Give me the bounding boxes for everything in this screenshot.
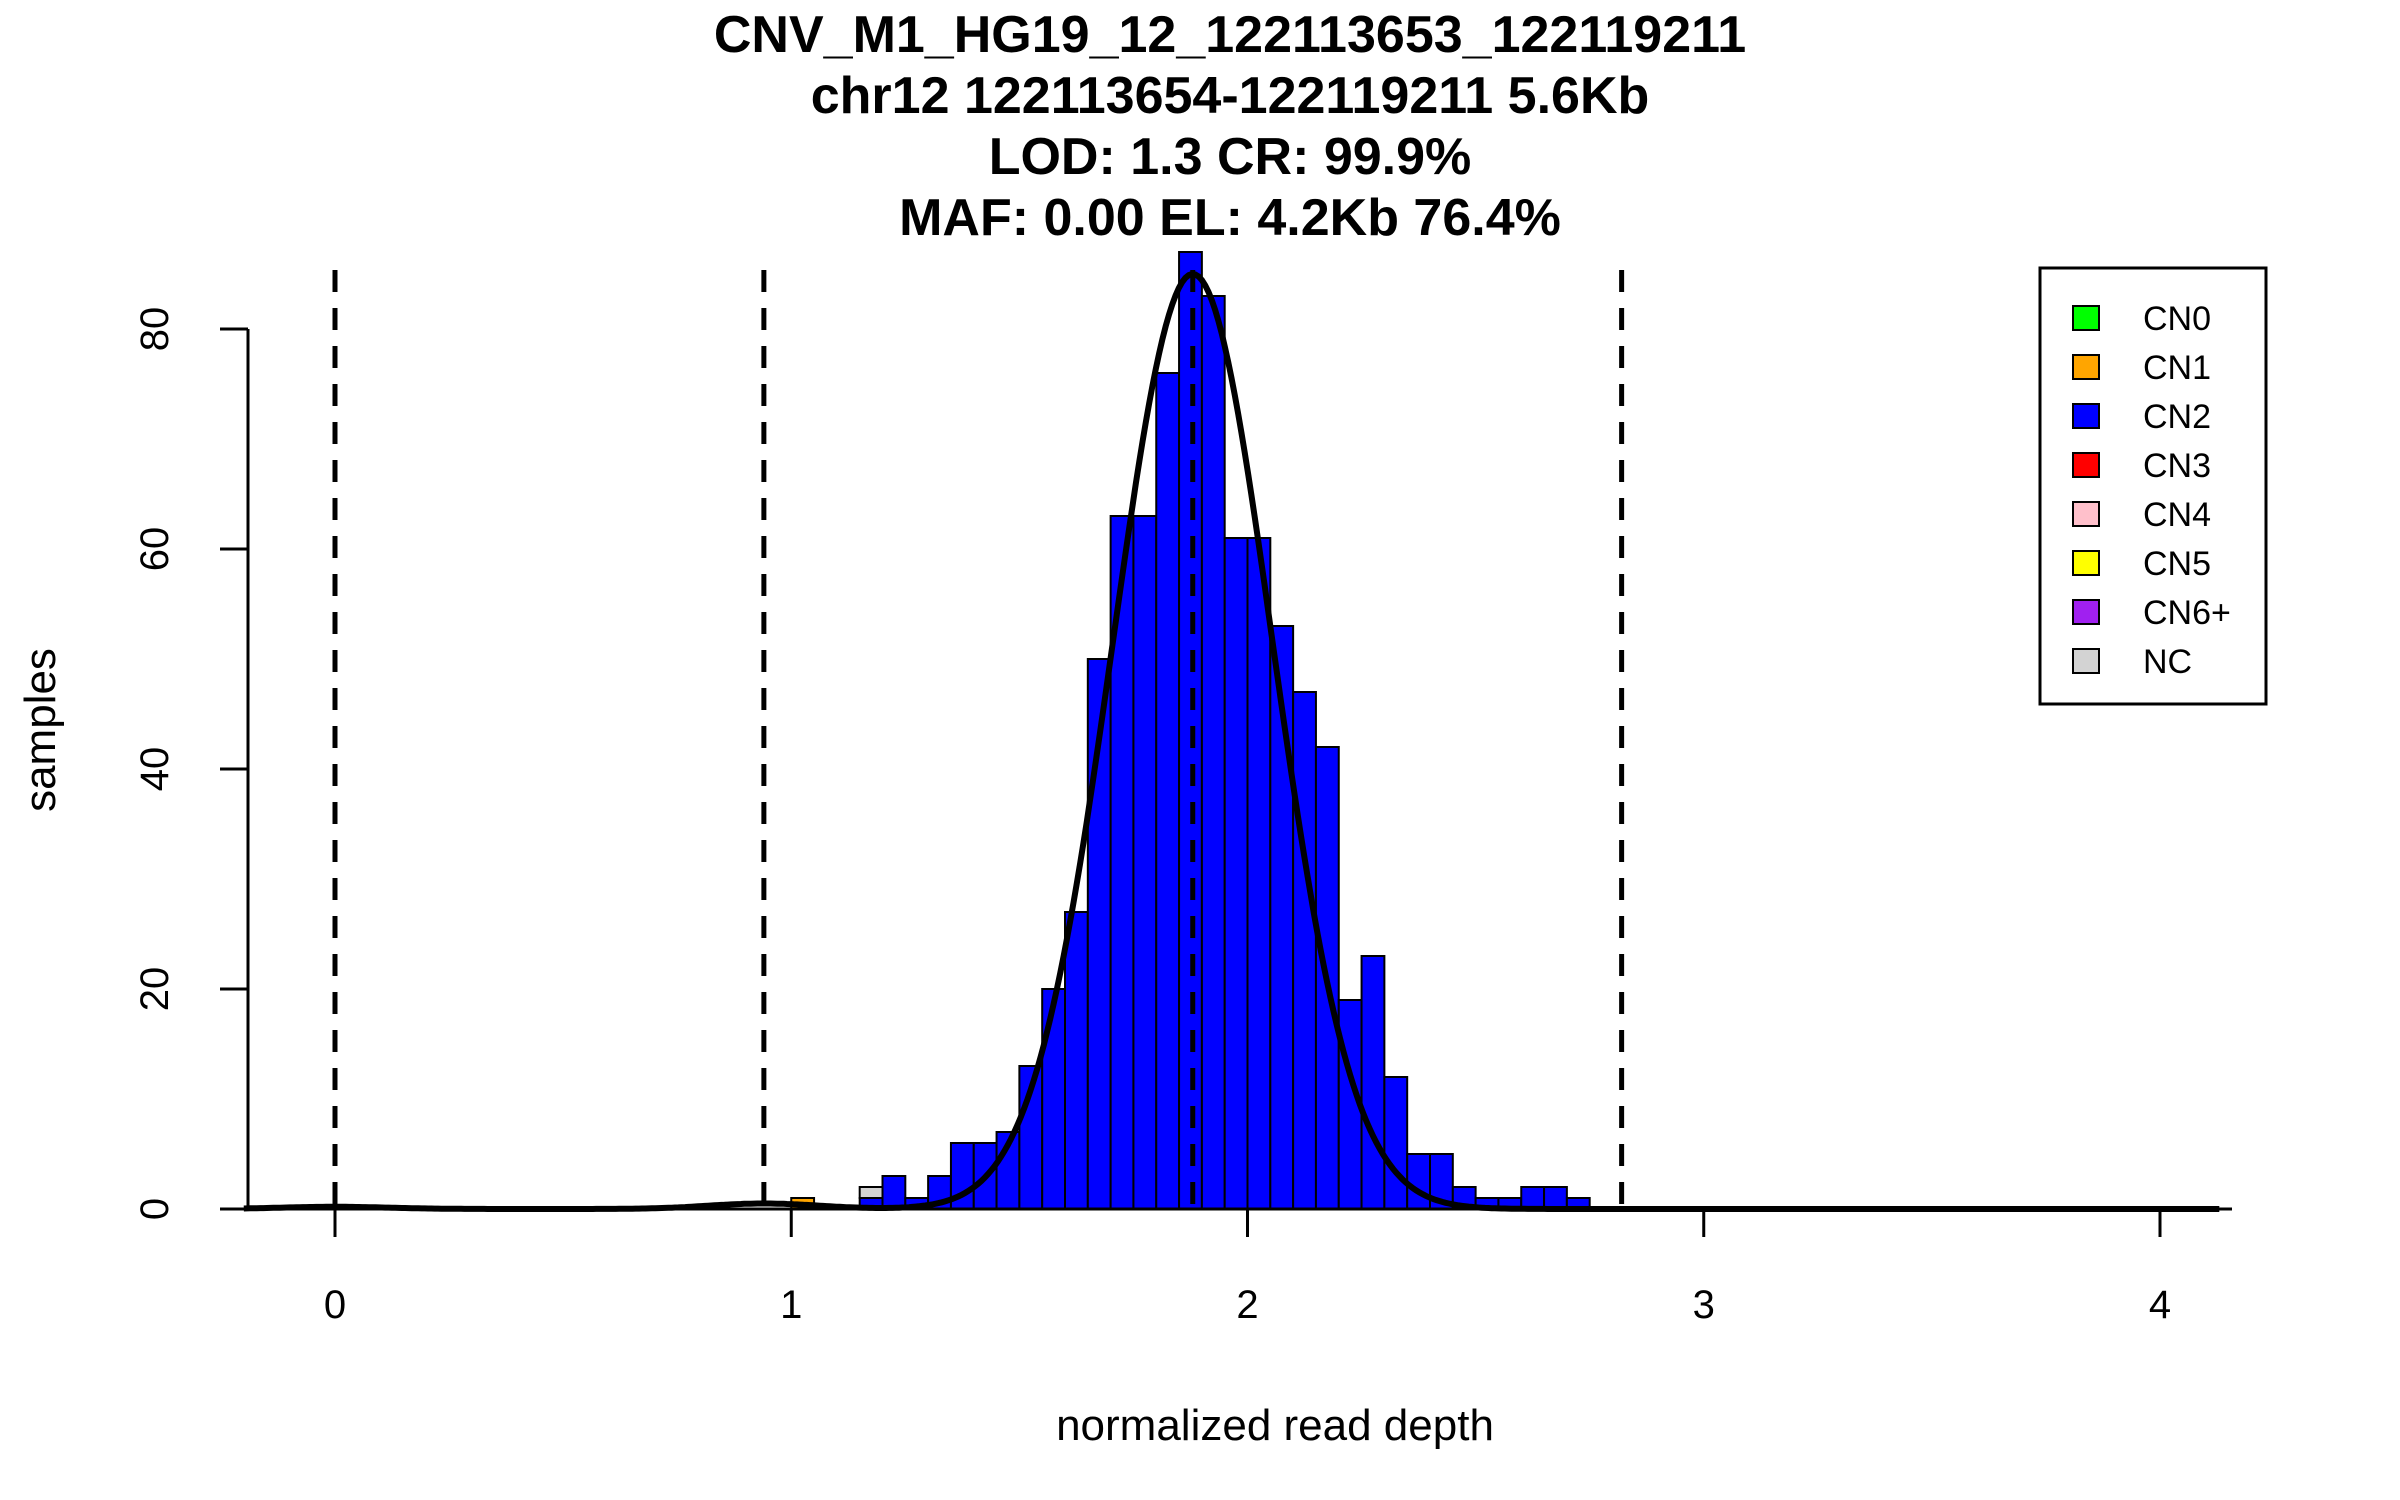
histogram-bar-cn2: [1543, 1186, 1568, 1210]
histogram-bar-cn2: [1383, 1076, 1409, 1210]
legend-label: CN4: [2143, 496, 2211, 534]
x-axis: 0 1 2 3 4: [248, 1207, 2232, 1327]
y-tick-label: 0: [133, 1198, 177, 1220]
y-tick-label: 40: [133, 747, 177, 792]
legend-swatch-cn1: [2072, 354, 2100, 380]
y-tick-label: 60: [133, 527, 177, 572]
legend-label: CN1: [2143, 349, 2211, 387]
title-line-4: MAF: 0.00 EL: 4.2Kb 76.4%: [899, 189, 1561, 247]
histogram-bar-cn2: [1520, 1186, 1546, 1210]
chart-title: CNV_M1_HG19_12_122113653_122119211 chr12…: [714, 6, 1746, 247]
histogram-bar-nc: [858, 1186, 884, 1199]
histogram-bar-cn2: [1155, 372, 1181, 1210]
legend-label: CN6+: [2143, 594, 2231, 632]
legend-label: CN2: [2143, 398, 2211, 436]
legend-label: CN0: [2143, 300, 2211, 338]
legend-label: CN5: [2143, 545, 2211, 583]
x-tick-label: 2: [1236, 1283, 1258, 1327]
title-line-1: CNV_M1_HG19_12_122113653_122119211: [714, 6, 1746, 64]
x-tick-label: 0: [324, 1283, 346, 1327]
y-axis: 0 20 40 60 80: [133, 307, 250, 1220]
y-tick-label: 80: [133, 307, 177, 352]
histogram-bar-cn2: [1223, 537, 1249, 1210]
x-tick-label: 1: [780, 1283, 802, 1327]
histogram-bar-cn2: [1292, 691, 1317, 1210]
histogram-bar-cn2: [1360, 955, 1386, 1210]
legend-swatch-cn2: [2072, 403, 2100, 429]
legend: CN0 CN1 CN2 CN3 CN4 CN5 CN6+ NC: [2038, 266, 2268, 706]
legend-swatch-cn0: [2072, 305, 2100, 331]
histogram-bar-cn2: [1132, 515, 1158, 1210]
histogram-bar-cn2: [1064, 911, 1089, 1210]
legend-swatch-cn6plus: [2072, 599, 2100, 625]
histogram-bar-cn2: [1200, 295, 1226, 1210]
legend-swatch-cn3: [2072, 452, 2100, 478]
x-axis-label: normalized read depth: [1056, 1401, 1494, 1450]
y-axis-label: samples: [16, 648, 65, 812]
histogram-bar-cn2: [1041, 988, 1066, 1210]
legend-box: [2038, 266, 2268, 706]
y-tick-label: 20: [133, 967, 177, 1012]
legend-swatch-cn5: [2072, 550, 2100, 576]
histogram-bar-cn2: [1246, 537, 1272, 1210]
cn-boundary-lines: [332, 270, 1625, 1209]
legend-swatch-cn4: [2072, 501, 2100, 527]
histogram-bar-cn2: [881, 1175, 907, 1210]
x-tick-label: 3: [1693, 1283, 1715, 1327]
legend-swatch-nc: [2072, 648, 2100, 674]
legend-label: NC: [2143, 643, 2192, 681]
title-line-2: chr12 122113654-122119211 5.6Kb: [811, 67, 1650, 125]
x-tick-label: 4: [2149, 1283, 2171, 1327]
title-line-3: LOD: 1.3 CR: 99.9%: [989, 128, 1472, 186]
legend-label: CN3: [2143, 447, 2211, 485]
histogram-bar-cn2: [1406, 1153, 1431, 1210]
